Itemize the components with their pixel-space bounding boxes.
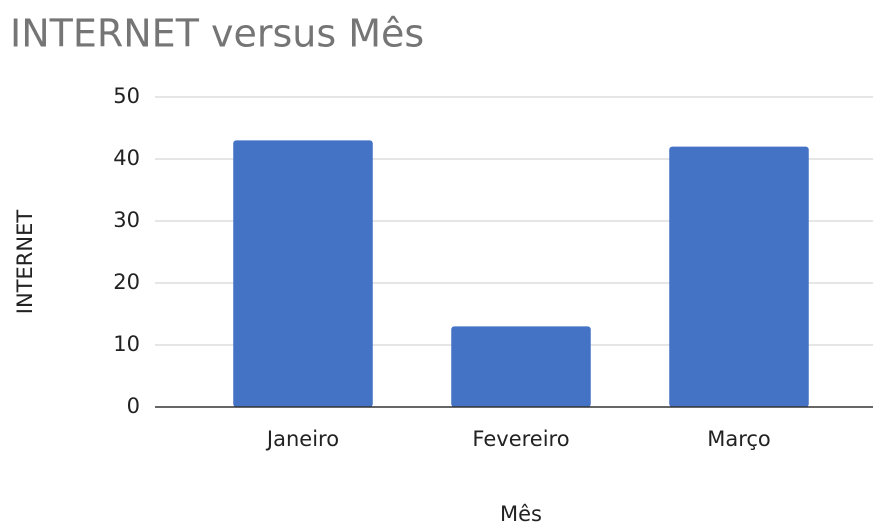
x-tick-label: Janeiro: [265, 427, 339, 451]
y-tick-label: 0: [127, 394, 140, 418]
bar: [669, 146, 809, 407]
bar: [451, 326, 591, 407]
y-tick-label: 30: [113, 208, 140, 232]
chart-title: INTERNET versus Mês: [10, 12, 424, 56]
bar: [233, 140, 373, 407]
y-tick-label: 50: [113, 84, 140, 108]
y-tick-label: 10: [113, 332, 140, 356]
x-axis-title: Mês: [500, 502, 542, 526]
y-tick-label: 40: [113, 146, 140, 170]
y-axis-title: INTERNET: [13, 210, 37, 315]
x-tick-label: Fevereiro: [472, 427, 569, 451]
y-tick-label: 20: [113, 270, 140, 294]
x-tick-label: Março: [707, 427, 771, 451]
